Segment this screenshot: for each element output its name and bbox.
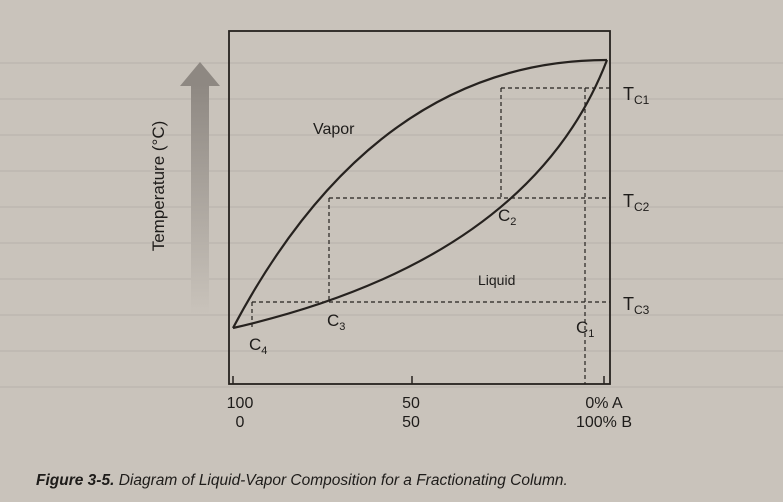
c4-label: C4 — [249, 335, 267, 357]
temperature-arrow — [180, 62, 220, 314]
figure-caption-text: Diagram of Liquid-Vapor Composition for … — [118, 472, 568, 489]
figure-number: Figure 3-5. — [36, 472, 115, 489]
vapor-curve — [232, 58, 608, 329]
c2-label: C2 — [498, 206, 516, 228]
x-tick-label-top: 100 — [227, 395, 254, 412]
plot-frame — [228, 30, 611, 385]
x-tick-label-bottom: 100% B — [576, 414, 632, 431]
vapor-label: Vapor — [313, 121, 355, 138]
liquid-label: Liquid — [478, 272, 515, 288]
x-tick-label-top: 0% A — [585, 395, 623, 412]
tc1-label: TC1 — [623, 84, 650, 107]
x-tick-label-top: 50 — [402, 395, 420, 412]
x-tick-label-bottom: 0 — [236, 414, 245, 431]
tc3-label: TC3 — [623, 294, 650, 317]
c1-label: C1 — [576, 318, 594, 340]
tc2-label: TC2 — [623, 191, 650, 214]
y-axis-label: Temperature (°C) — [149, 121, 168, 252]
figure-caption: Figure 3-5. Diagram of Liquid-Vapor Comp… — [36, 472, 776, 490]
phase-diagram: Temperature (°C) Vapor Liquid TC1 TC2 TC… — [149, 30, 650, 431]
tie-lines — [251, 87, 610, 384]
x-tick-label-bottom: 50 — [402, 414, 420, 431]
x-ticks — [232, 376, 605, 384]
c3-label: C3 — [327, 311, 345, 333]
liquid-curve — [232, 59, 609, 330]
